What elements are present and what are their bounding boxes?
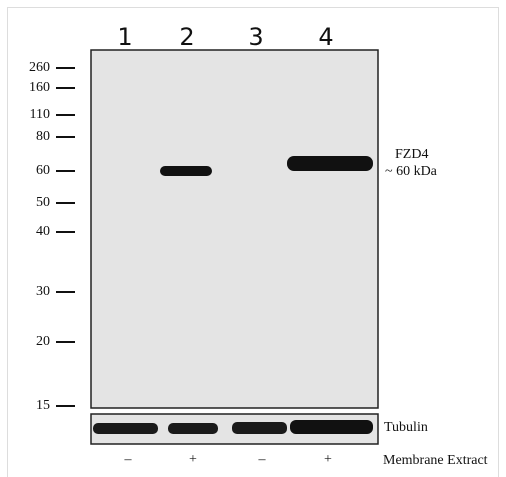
treatment-label: Membrane Extract: [383, 453, 488, 468]
lane-number: 4: [318, 23, 333, 51]
treatment-sign: +: [324, 452, 332, 467]
band: [232, 422, 287, 434]
band-name: FZD4: [395, 147, 428, 162]
lane-number: 1: [117, 23, 132, 51]
marker-label: 15: [36, 398, 50, 413]
marker-label: 50: [36, 195, 50, 210]
band: [160, 166, 212, 176]
treatment-sign: +: [189, 452, 197, 467]
marker-label: 80: [36, 129, 50, 144]
marker-label: 160: [29, 80, 50, 95]
treatment-sign: –: [124, 452, 133, 467]
band: [93, 423, 158, 434]
blot-panel: [91, 50, 378, 408]
lane-number: 3: [248, 23, 263, 51]
marker-label: 60: [36, 163, 50, 178]
marker-label: 260: [29, 60, 50, 75]
lane-number: 2: [179, 23, 194, 51]
marker-label: 20: [36, 334, 50, 349]
band-size: ~ 60 kDa: [385, 164, 438, 179]
band: [168, 423, 218, 434]
treatment-sign: –: [258, 452, 267, 467]
marker-label: 40: [36, 224, 50, 239]
band: [290, 420, 373, 434]
figure: FZD4 ~ 60 kDa Tubulin Membrane Extract 1…: [0, 0, 506, 477]
marker-label: 110: [30, 107, 50, 122]
loading-control-label: Tubulin: [384, 420, 428, 435]
marker-label: 30: [36, 284, 50, 299]
band: [287, 156, 373, 171]
